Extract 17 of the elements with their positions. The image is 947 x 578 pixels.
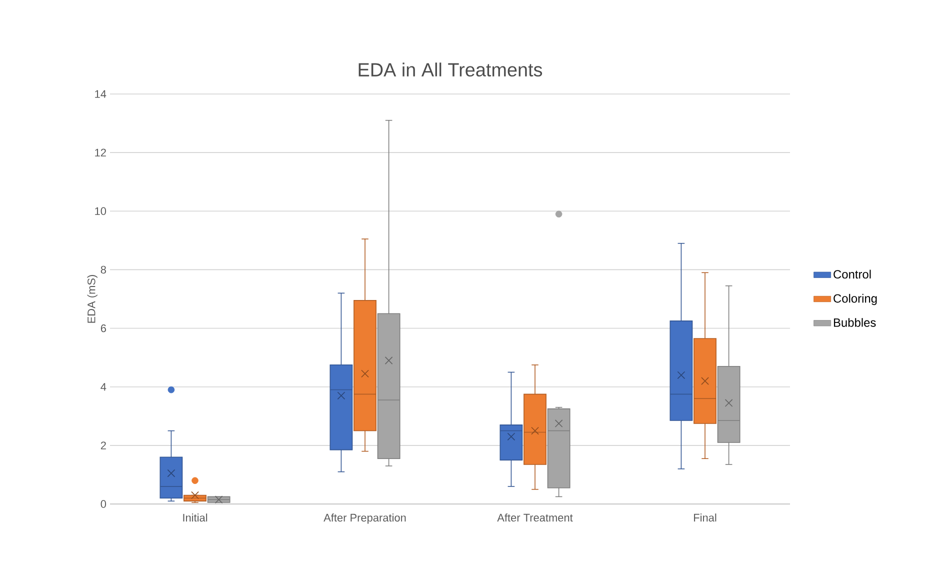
y-axis-title: EDA (mS): [87, 275, 98, 323]
y-tick-label: 10: [95, 207, 106, 216]
y-tick-label: 4: [100, 383, 106, 391]
y-tick-label: 6: [100, 324, 106, 332]
y-tick-label: 8: [100, 266, 106, 274]
y-tick-label: 2: [100, 442, 106, 450]
y-tick-label: 12: [95, 148, 106, 156]
chart-title: EDA in All Treatments: [358, 62, 542, 76]
legend-label: Coloring: [834, 294, 877, 306]
legend-label: Bubbles: [834, 318, 876, 327]
x-tick-label: Initial: [183, 514, 208, 522]
legend-label: Control: [834, 270, 871, 279]
x-tick-label: After Preparation: [324, 514, 406, 524]
y-tick-label: 14: [95, 90, 106, 98]
x-tick-label: After Treatment: [497, 514, 573, 522]
x-tick-label: Final: [694, 514, 716, 522]
y-tick-label: 0: [100, 500, 106, 508]
